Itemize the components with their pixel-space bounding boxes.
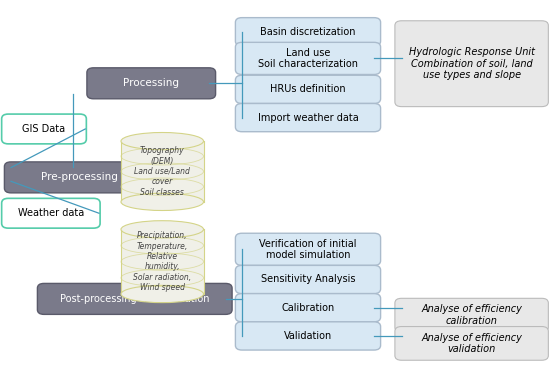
Ellipse shape [121, 221, 204, 238]
FancyBboxPatch shape [395, 21, 548, 107]
FancyBboxPatch shape [235, 322, 381, 350]
Text: Verification of initial
model simulation: Verification of initial model simulation [259, 238, 357, 260]
FancyBboxPatch shape [37, 283, 232, 314]
FancyBboxPatch shape [235, 42, 381, 74]
Ellipse shape [121, 193, 204, 211]
FancyBboxPatch shape [2, 198, 100, 228]
FancyBboxPatch shape [235, 265, 381, 294]
Text: Precipitation,
Temperature,
Relative
humidity,
Solar radiation,
Wind speed: Precipitation, Temperature, Relative hum… [133, 231, 191, 292]
Text: Calibration: Calibration [282, 303, 334, 313]
Text: Hydrologic Response Unit
Combination of soil, land
use types and slope: Hydrologic Response Unit Combination of … [409, 47, 535, 80]
Ellipse shape [121, 285, 204, 303]
Polygon shape [121, 141, 204, 202]
Text: Land use
Soil characterization: Land use Soil characterization [258, 47, 358, 69]
FancyBboxPatch shape [235, 233, 381, 265]
FancyBboxPatch shape [87, 68, 216, 99]
Text: Pre-processing: Pre-processing [41, 172, 118, 182]
Text: Validation: Validation [284, 331, 332, 341]
FancyBboxPatch shape [395, 298, 548, 332]
Text: Basin discretization: Basin discretization [260, 27, 356, 37]
Text: Processing: Processing [123, 78, 179, 88]
Text: Topography
(DEM)
Land use/Land
cover
Soil classes: Topography (DEM) Land use/Land cover Soi… [134, 146, 190, 197]
Polygon shape [121, 229, 204, 294]
Text: Import weather data: Import weather data [257, 113, 359, 123]
FancyBboxPatch shape [4, 162, 155, 193]
FancyBboxPatch shape [2, 114, 86, 144]
Text: Analyse of efficiency
calibration: Analyse of efficiency calibration [421, 304, 522, 326]
Text: Post-processing and Validation: Post-processing and Validation [60, 294, 210, 304]
FancyBboxPatch shape [235, 75, 381, 103]
Text: Weather data: Weather data [18, 208, 84, 218]
FancyBboxPatch shape [395, 327, 548, 360]
FancyBboxPatch shape [235, 18, 381, 46]
Text: Analyse of efficiency
validation: Analyse of efficiency validation [421, 332, 522, 354]
FancyBboxPatch shape [235, 294, 381, 322]
Ellipse shape [121, 132, 204, 150]
FancyBboxPatch shape [235, 103, 381, 132]
Text: GIS Data: GIS Data [23, 124, 65, 134]
Text: Sensitivity Analysis: Sensitivity Analysis [261, 274, 355, 285]
Text: HRUs definition: HRUs definition [270, 84, 346, 94]
